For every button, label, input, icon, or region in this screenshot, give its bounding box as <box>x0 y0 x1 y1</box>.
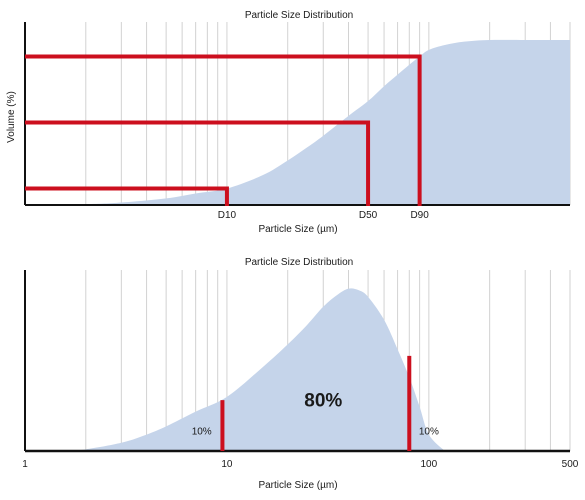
top-y-axis-label: Volume (%) <box>6 91 17 143</box>
annotation-1: 10% <box>192 427 212 438</box>
bottom-markers <box>220 355 412 451</box>
bottom-chart-title: Particle Size Distribution <box>245 257 353 268</box>
frequency-chart: Particle Size Distribution 1 10 100 500 10%… <box>22 257 579 491</box>
top-x-axis-label: Particle Size (µm) <box>258 224 337 235</box>
bottom-x-axis-label: Particle Size (µm) <box>258 480 337 491</box>
cumulative-chart: Particle Size Distribution D10 D50 D90 Par… <box>6 10 571 235</box>
marker-label-d10: D10 <box>218 210 237 221</box>
marker-label-d90: D90 <box>410 210 429 221</box>
frequency-area <box>66 288 445 451</box>
x-tick-label: 10 <box>221 459 233 470</box>
top-chart-title: Particle Size Distribution <box>245 10 353 21</box>
marker-line-d90 <box>25 54 422 206</box>
top-markers: D10 D50 D90 <box>25 54 429 221</box>
marker-line-d50 <box>25 120 371 206</box>
marker-line-d10 <box>25 186 229 206</box>
bottom-tick-labels: 1 10 100 500 <box>22 459 579 470</box>
annotation-2: 80% <box>304 391 342 412</box>
cumulative-area <box>25 39 570 205</box>
annotation-3: 10% <box>419 427 439 438</box>
x-tick-label: 100 <box>421 459 438 470</box>
bottom-annotations: 10% 80% 10% <box>192 391 439 438</box>
x-tick-label: 1 <box>22 459 28 470</box>
marker-label-d50: D50 <box>359 210 378 221</box>
x-tick-label: 500 <box>562 459 579 470</box>
